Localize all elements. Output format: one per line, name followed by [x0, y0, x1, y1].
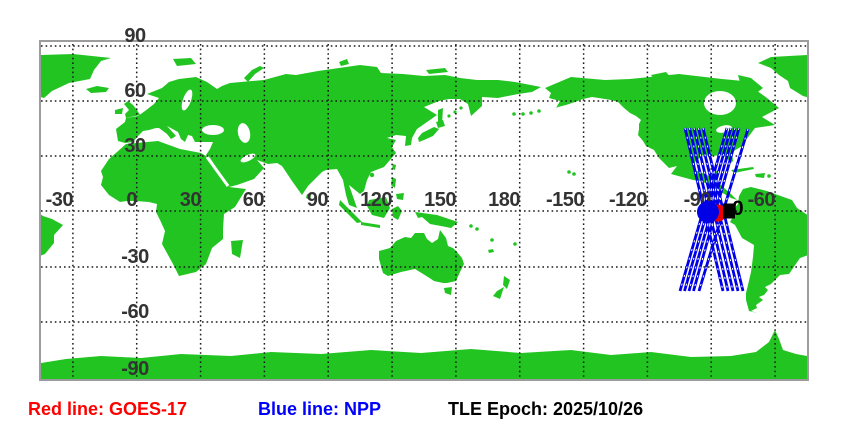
red-sea [205, 156, 230, 187]
persian-gulf [240, 153, 256, 163]
landmass-africa [101, 141, 246, 276]
lon-label-90: 90 [306, 189, 329, 211]
great-lakes [716, 125, 732, 133]
lon-label-180: 180 [488, 189, 520, 211]
landmass-greenland [41, 54, 807, 98]
lon-label-150: 150 [424, 189, 456, 211]
graticule [41, 44, 807, 379]
lon-label-60: 60 [242, 189, 265, 211]
lon-label-0: 0 [126, 189, 137, 211]
lat-label-60: 60 [124, 80, 146, 102]
lon-label-30: 30 [179, 189, 202, 211]
caspian-sea [237, 123, 251, 143]
lat-label--60: -60 [121, 301, 149, 323]
satellite-markers [697, 201, 735, 223]
crossing-label-square [723, 203, 735, 219]
islands [86, 58, 771, 299]
legend-goes17: Red line: GOES-17 [28, 399, 188, 419]
lon-label--30: -30 [45, 189, 74, 211]
lat-label--90: -90 [121, 358, 149, 380]
baltic-sea [181, 89, 193, 111]
landmass-antarctica [41, 330, 807, 379]
landmass-australia [379, 230, 464, 283]
lat-label-30: 30 [124, 135, 146, 157]
equator-crossing-label: 0 [732, 197, 744, 220]
inland-water-layer [181, 89, 736, 187]
lat-label-90: 90 [124, 25, 146, 47]
lon-label--60: -60 [747, 189, 776, 211]
world-map: -30 0 30 60 90 120 150 180 -150 -120 -90… [39, 26, 809, 381]
landmass-south-america [41, 187, 807, 313]
npp-position-marker [697, 201, 719, 223]
hudson-bay [704, 91, 736, 115]
black-sea [202, 125, 224, 135]
legend-npp: Blue line: NPP [258, 399, 382, 419]
lon-label--150: -150 [545, 189, 585, 211]
lon-label--120: -120 [608, 189, 648, 211]
lon-label-120: 120 [360, 189, 392, 211]
legend: Red line: GOES-17 Blue line: NPP TLE Epo… [0, 400, 850, 420]
basemap-svg [41, 44, 807, 379]
lat-label--30: -30 [121, 246, 149, 268]
legend-tle-epoch: TLE Epoch: 2025/10/26 [448, 399, 644, 419]
